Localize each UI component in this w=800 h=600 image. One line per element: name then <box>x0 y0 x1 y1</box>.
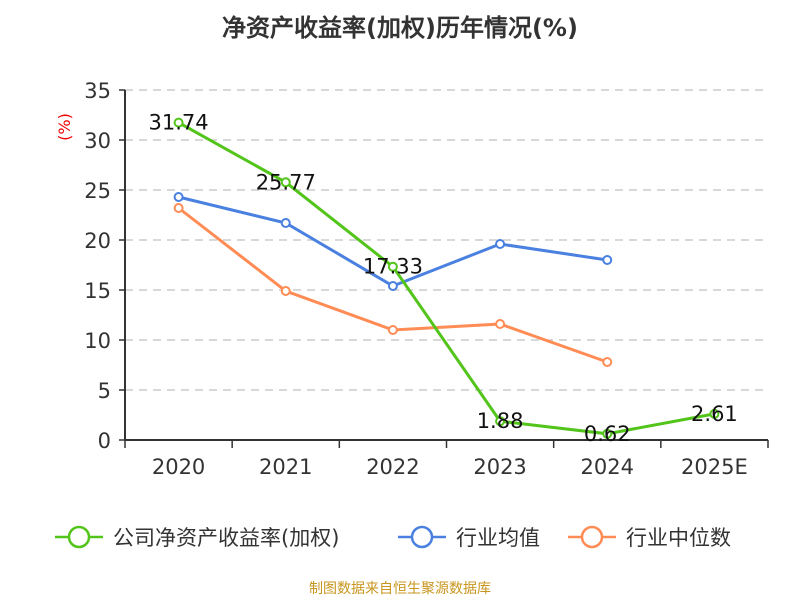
x-tick-label: 2021 <box>259 455 312 479</box>
data-point <box>280 177 291 188</box>
x-tick-label: 2022 <box>366 455 419 479</box>
y-tick-label: 5 <box>98 379 111 403</box>
data-label: 31.74 <box>149 111 209 135</box>
x-tick-label: 2020 <box>152 455 205 479</box>
chart-title: 净资产收益率(加权)历年情况(%) <box>222 14 578 42</box>
y-tick-label: 25 <box>84 179 111 203</box>
data-point <box>173 192 184 202</box>
data-point <box>495 416 506 427</box>
y-tick-label: 30 <box>84 129 111 153</box>
data-label: 17.33 <box>363 255 423 279</box>
x-tick-label: 2023 <box>473 455 526 479</box>
y-tick-label: 20 <box>84 229 111 253</box>
data-point <box>709 408 720 419</box>
x-tick-label: 2024 <box>581 455 634 479</box>
series-line <box>177 121 715 436</box>
y-tick-label: 0 <box>98 429 111 453</box>
data-point <box>280 286 291 296</box>
data-point <box>602 357 613 367</box>
legend-marker-icon <box>67 525 91 549</box>
legend-label: 行业中位数 <box>626 526 731 550</box>
data-point <box>387 261 398 272</box>
data-point <box>387 325 398 335</box>
legend-marker-icon <box>580 525 604 549</box>
y-axis-label: (%) <box>55 113 74 141</box>
data-label: 25.77 <box>256 170 316 194</box>
data-point <box>173 117 184 128</box>
source-note: 制图数据来自恒生聚源数据库 <box>309 581 491 597</box>
data-label: 1.88 <box>477 409 524 433</box>
data-point <box>280 218 291 228</box>
data-point <box>173 203 184 213</box>
legend-marker-icon <box>410 525 434 549</box>
x-tick-label: 2025E <box>681 455 748 479</box>
legend-label: 公司净资产收益率(加权) <box>113 526 339 550</box>
y-tick-label: 10 <box>84 329 111 353</box>
legend-label: 行业均值 <box>456 526 540 550</box>
data-point <box>495 319 506 329</box>
data-label: 0.62 <box>584 422 631 446</box>
data-point <box>602 255 613 265</box>
data-label: 2.61 <box>691 402 738 426</box>
y-tick-label: 35 <box>84 79 111 103</box>
data-point <box>602 428 613 439</box>
y-tick-label: 15 <box>84 279 111 303</box>
data-point <box>495 239 506 249</box>
data-point <box>387 281 398 291</box>
